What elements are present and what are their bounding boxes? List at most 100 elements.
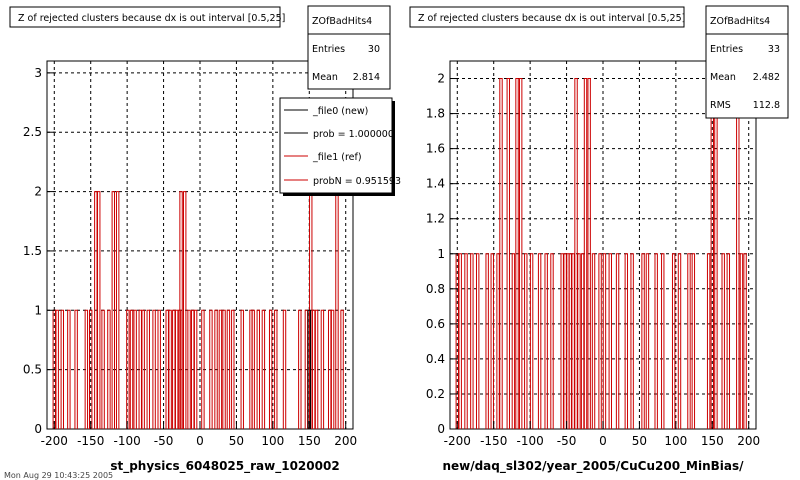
histogram-bin (661, 253, 665, 429)
stats-entries-value: 30 (368, 44, 380, 55)
histogram-bin (311, 309, 316, 429)
histogram-bin (320, 309, 325, 429)
histogram-bin (511, 253, 516, 429)
footer-timestamp: Mon Aug 29 10:43:25 2005 (4, 471, 113, 480)
histogram-bin (115, 191, 120, 429)
histogram-bin (94, 191, 98, 429)
stats-entries-value: 33 (768, 44, 780, 55)
legend-label: _file1 (ref) (312, 152, 362, 163)
histogram-bin (608, 253, 612, 429)
x-tick-label: 50 (229, 434, 244, 448)
legend-label: probN = 0.951593 (313, 176, 401, 187)
histogram-bin (111, 191, 116, 429)
stats-mean-label: Mean (710, 72, 736, 83)
histogram-bin (251, 309, 255, 429)
title-box: Z of rejected clusters because dx is out… (409, 6, 685, 28)
histogram-bin (67, 309, 71, 429)
histogram-bin (458, 253, 462, 429)
histogram-bin (671, 253, 676, 429)
x-axis-title: st_physics_6048025_raw_1020002 (110, 459, 339, 474)
x-tick-label: -150 (77, 434, 104, 448)
histogram-bin (490, 253, 494, 429)
stats-name: ZOfBadHits4 (312, 16, 372, 27)
histogram-bin (560, 253, 564, 429)
histogram-bin (583, 78, 588, 429)
histogram-bin (298, 309, 302, 429)
x-tick-label: -100 (114, 434, 141, 448)
histogram-bin (174, 309, 179, 429)
stats-entries-label: Entries (710, 44, 743, 55)
histogram-bin (89, 309, 93, 429)
histogram-bin (726, 253, 731, 429)
stats-rms-label: RMS (710, 100, 731, 111)
histogram-bin (550, 253, 554, 429)
histogram-bin (304, 309, 309, 429)
histogram-bin (743, 253, 747, 429)
y-tick-label: 1.4 (426, 177, 445, 191)
stats-name: ZOfBadHits4 (710, 16, 770, 27)
x-axis-ticks: -200 -150 -100 -50 0 50 100 150 200 (41, 421, 357, 448)
stats-mean-value: 2.814 (353, 72, 380, 83)
histogram-bars (52, 191, 344, 429)
x-tick-label: 50 (632, 434, 647, 448)
histogram-bin (193, 309, 198, 429)
histogram-bin (496, 253, 500, 429)
histogram-bin (587, 78, 591, 429)
legend-box: _file0 (new) prob = 1.000000 _file1 (ref… (279, 97, 401, 196)
x-tick-label: -50 (154, 434, 174, 448)
histogram-bin (55, 309, 59, 429)
y-tick-label: 1.8 (426, 107, 445, 121)
histogram-bin (340, 309, 344, 429)
histogram-bin (191, 309, 195, 429)
histogram-bin (268, 309, 273, 429)
histogram-bin (172, 309, 176, 429)
histogram-bin (226, 309, 231, 429)
histogram-bin (152, 309, 156, 429)
x-tick-label: 150 (298, 434, 321, 448)
histogram-bin (209, 309, 213, 429)
y-tick-label: 0.6 (426, 317, 445, 331)
histogram-bin (97, 191, 101, 429)
stats-mean-value: 2.482 (753, 72, 780, 83)
x-tick-label: -200 (41, 434, 68, 448)
histogram-bin (537, 253, 542, 429)
y-tick-label: 0 (34, 422, 42, 436)
histogram-bin (240, 309, 244, 429)
histogram-bin (574, 78, 578, 429)
title-box: Z of rejected clusters because dx is out… (9, 6, 285, 28)
y-tick-label: 2.5 (23, 125, 42, 139)
histogram-bin (524, 253, 528, 429)
y-tick-label: 0 (437, 422, 445, 436)
x-tick-label: -200 (444, 434, 471, 448)
histogram-bin (141, 309, 145, 429)
y-tick-label: 1.5 (23, 244, 42, 258)
histogram-bin (645, 253, 650, 429)
x-tick-label: -50 (557, 434, 577, 448)
histogram-bin (222, 309, 226, 429)
histogram-bin (654, 253, 658, 429)
histogram-bin (327, 309, 332, 429)
stats-box: ZOfBadHits4 Entries 30 Mean 2.814 (307, 5, 391, 90)
legend-label: prob = 1.000000 (313, 129, 394, 140)
histogram-bin (529, 253, 534, 429)
histogram-bin (577, 253, 581, 429)
histogram-bin (464, 253, 468, 429)
y-tick-label: 1 (437, 247, 445, 261)
histogram-bin (641, 253, 645, 429)
histogram-bin (231, 309, 235, 429)
x-tick-label: -150 (480, 434, 507, 448)
histogram-bin (485, 253, 489, 429)
histogram-bin (179, 191, 183, 429)
histogram-bin (563, 253, 567, 429)
histogram-bin (84, 309, 89, 429)
stats-entries-label: Entries (312, 44, 345, 55)
x-tick-label: 100 (664, 434, 687, 448)
histogram-bin (571, 253, 575, 429)
histogram-bin (615, 253, 620, 429)
histogram-bin (218, 309, 223, 429)
histogram-bin (101, 309, 105, 429)
histogram-bin (630, 253, 634, 429)
histogram-bin (107, 309, 111, 429)
histogram-bin (138, 309, 142, 429)
